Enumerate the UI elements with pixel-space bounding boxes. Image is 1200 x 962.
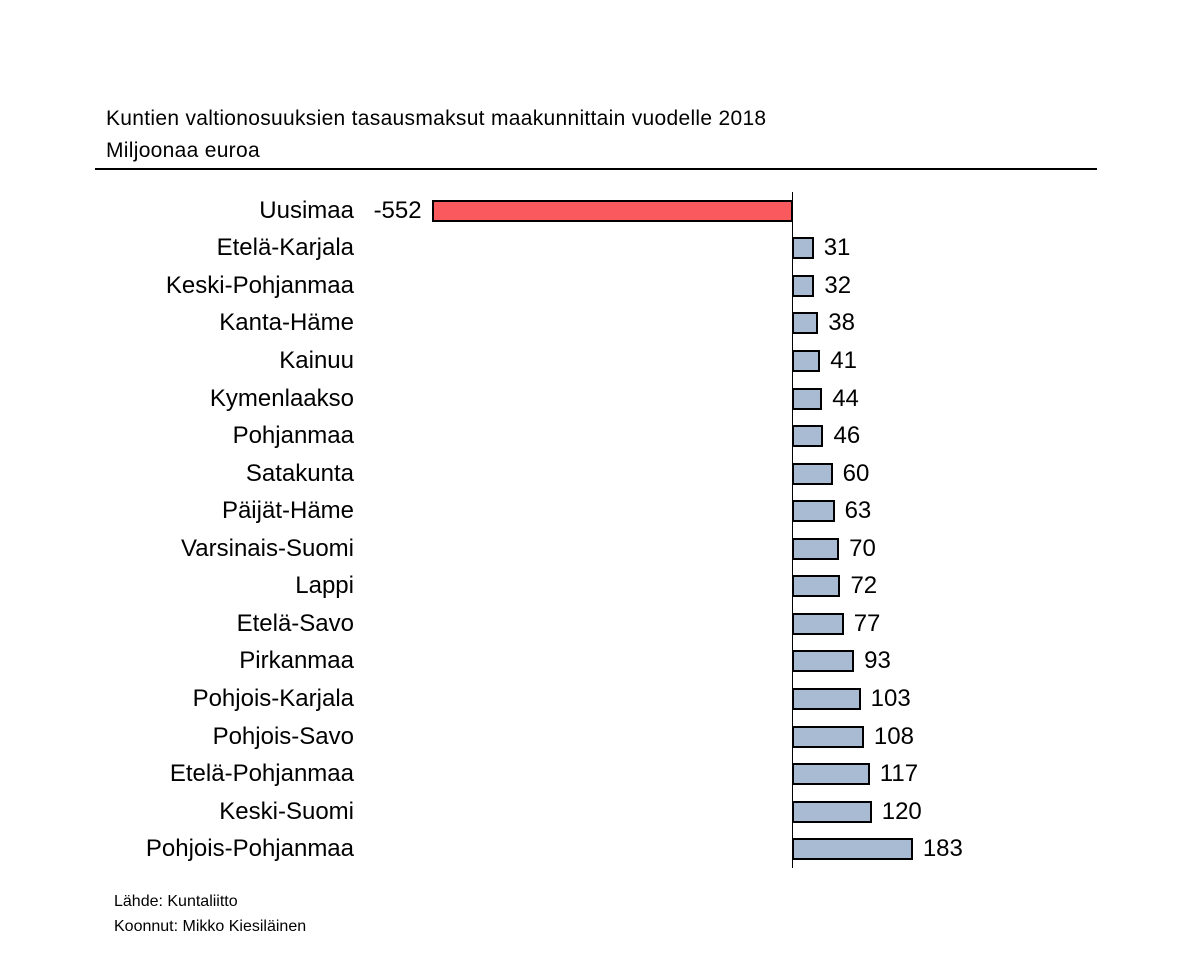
bar-positive <box>791 500 835 523</box>
bar-positive <box>791 237 814 260</box>
value-label: 46 <box>833 422 861 450</box>
category-label: Keski-Suomi <box>219 797 354 825</box>
chart-row: Keski-Suomi 120 <box>0 793 1200 831</box>
category-label: Satakunta <box>245 459 354 487</box>
value-label: 108 <box>873 722 914 750</box>
chart-header: Kuntien valtionosuuksien tasausmaksut ma… <box>106 103 766 167</box>
chart-row: Pohjois-Pohjanmaa 183 <box>0 831 1200 869</box>
category-label: Kainuu <box>279 347 354 374</box>
category-label: Lappi <box>295 572 354 600</box>
category-label: Pirkanmaa <box>239 647 354 675</box>
category-label: Uusimaa <box>259 196 354 224</box>
chart-row: Kanta-Häme 38 <box>0 305 1200 343</box>
value-label: 120 <box>881 797 922 825</box>
bar-positive <box>791 688 861 711</box>
chart-row: Pohjois-Karjala 103 <box>0 680 1200 718</box>
bar-positive <box>791 575 841 598</box>
bar-positive <box>791 650 855 673</box>
bar-positive <box>791 350 821 372</box>
category-label: Etelä-Savo <box>236 609 354 637</box>
category-label: Kanta-Häme <box>219 309 354 337</box>
value-label: 77 <box>853 609 881 637</box>
bar-positive <box>791 387 823 410</box>
category-label: Etelä-Pohjanmaa <box>169 760 354 788</box>
category-label: Pohjois-Karjala <box>192 685 354 713</box>
chart-row: Keski-Pohjanmaa 32 <box>0 267 1200 305</box>
bar-positive <box>791 763 870 786</box>
bar-positive <box>791 800 872 823</box>
chart-row: Pirkanmaa 93 <box>0 643 1200 681</box>
bar-positive <box>791 312 819 335</box>
chart-row: Etelä-Savo 77 <box>0 605 1200 643</box>
bar-negative <box>431 199 794 222</box>
title-rule <box>95 168 1097 170</box>
chart-row: Lappi 72 <box>0 568 1200 606</box>
value-label: 44 <box>832 384 859 412</box>
category-label: Pohjois-Pohjanmaa <box>145 835 354 863</box>
value-label: 63 <box>844 497 872 525</box>
category-label: Kymenlaakso <box>209 384 354 412</box>
category-label: Pohjanmaa <box>232 422 354 450</box>
value-label: 60 <box>842 459 870 487</box>
chart-row: Etelä-Pohjanmaa 117 <box>0 755 1200 793</box>
chart-title: Kuntien valtionosuuksien tasausmaksut ma… <box>106 107 767 130</box>
value-label: 93 <box>864 647 891 675</box>
chart-row: Kainuu 41 <box>0 342 1200 380</box>
chart-row: Kymenlaakso 44 <box>0 380 1200 418</box>
chart-row: Varsinais-Suomi 70 <box>0 530 1200 568</box>
bar-positive <box>791 462 833 485</box>
author-note: Koonnut: Mikko Kiesiläinen <box>114 918 307 935</box>
bar-positive <box>791 838 913 861</box>
value-label: 183 <box>922 835 963 863</box>
category-label: Etelä-Karjala <box>216 234 354 262</box>
chart-row: Satakunta 60 <box>0 455 1200 493</box>
chart-subtitle: Miljoonaa euroa <box>106 139 260 162</box>
category-label: Keski-Pohjanmaa <box>165 271 354 299</box>
value-label: 70 <box>849 534 876 562</box>
value-label: 72 <box>850 572 878 600</box>
value-label: 117 <box>879 760 919 788</box>
value-label: 103 <box>870 685 911 713</box>
category-label: Päijät-Häme <box>221 497 354 525</box>
value-label: 32 <box>824 271 852 299</box>
bar-positive <box>791 274 815 297</box>
value-label: -552 <box>373 196 422 224</box>
bar-positive <box>791 537 840 560</box>
chart-row: Etelä-Karjala 31 <box>0 230 1200 268</box>
value-label: 31 <box>823 234 851 262</box>
bar-positive <box>791 612 844 635</box>
source-note: Lähde: Kuntaliitto <box>114 893 238 910</box>
chart-row: Uusimaa -552 <box>0 192 1200 230</box>
bar-positive <box>791 425 824 448</box>
chart-footer: Lähde: Kuntaliitto Koonnut: Mikko Kiesil… <box>114 889 306 939</box>
value-label: 41 <box>830 347 857 374</box>
category-axis-line <box>791 192 793 869</box>
value-label: 38 <box>828 309 855 337</box>
chart-row: Päijät-Häme 63 <box>0 492 1200 530</box>
chart-row: Pohjois-Savo 108 <box>0 718 1200 756</box>
category-label: Varsinais-Suomi <box>181 534 354 562</box>
bar-positive <box>791 725 864 748</box>
chart-row: Pohjanmaa 46 <box>0 417 1200 455</box>
category-label: Pohjois-Savo <box>212 722 354 750</box>
